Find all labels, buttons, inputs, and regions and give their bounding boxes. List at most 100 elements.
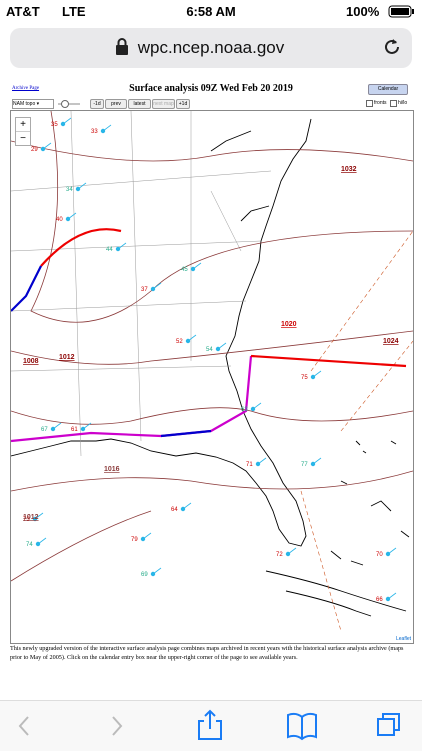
opacity-slider[interactable] bbox=[56, 99, 82, 109]
bookmarks-button[interactable] bbox=[287, 712, 317, 741]
pressure-label: 1008 bbox=[23, 358, 39, 365]
wind-barb bbox=[152, 567, 162, 575]
wind-barb bbox=[62, 117, 72, 125]
pressure-label: 1016 bbox=[104, 466, 120, 473]
battery-icon bbox=[388, 5, 414, 18]
wind-barb bbox=[252, 402, 262, 410]
map-labels: 1032 1012 1020 1024 1008 1016 1012 bbox=[23, 166, 399, 521]
archive-link[interactable]: Archive Page bbox=[12, 86, 40, 91]
nav-button[interactable]: latest bbox=[128, 99, 151, 109]
status-bar: AT&T LTE 6:58 AM 100% bbox=[0, 0, 422, 24]
map[interactable]: 35 33 29 34 40 44 37 45 52 54 61 67 63 71 75 77 73 79 74 72… bbox=[10, 110, 414, 644]
back-button[interactable] bbox=[18, 716, 29, 736]
checkbox-label: fronts bbox=[374, 100, 387, 106]
station-label: 74 bbox=[26, 542, 33, 548]
station-label: 63 bbox=[241, 407, 248, 413]
zoom-control: + − bbox=[15, 117, 31, 146]
network: LTE bbox=[62, 4, 86, 19]
wind-barb bbox=[82, 422, 92, 430]
station-label: 54 bbox=[206, 347, 213, 353]
battery-level: 100% bbox=[346, 4, 380, 19]
station-label: 69 bbox=[141, 572, 148, 578]
station-label: 75 bbox=[301, 375, 308, 381]
station-label: 35 bbox=[51, 122, 58, 128]
station-label: 45 bbox=[181, 267, 188, 273]
wind-barb bbox=[312, 457, 322, 465]
pressure-label: 1024 bbox=[383, 338, 399, 345]
station-label: 77 bbox=[301, 462, 308, 468]
wind-barb bbox=[387, 547, 397, 555]
map-select[interactable]: NAM topo ▾ bbox=[12, 99, 54, 109]
station-label: 33 bbox=[91, 129, 98, 135]
station-label: 29 bbox=[31, 147, 38, 153]
nav-button[interactable]: +1d bbox=[176, 99, 190, 109]
nav-button[interactable]: -1d bbox=[90, 99, 104, 109]
station-label: 67 bbox=[41, 427, 48, 433]
coastlines bbox=[10, 118, 410, 617]
station-label: 66 bbox=[376, 597, 383, 603]
pressure-label: 1020 bbox=[281, 321, 297, 328]
troughs bbox=[300, 230, 414, 632]
station-label: 71 bbox=[246, 462, 253, 468]
checkbox[interactable] bbox=[366, 100, 373, 107]
wind-barb bbox=[102, 124, 112, 132]
footer-text: This newly upgraded version of the inter… bbox=[10, 645, 404, 661]
station-label: 70 bbox=[376, 552, 383, 558]
wind-barb bbox=[217, 342, 227, 350]
zoom-in[interactable]: + bbox=[16, 118, 30, 132]
wind-barb bbox=[52, 422, 62, 430]
forward-button[interactable] bbox=[112, 716, 123, 736]
lock-icon bbox=[116, 38, 128, 55]
station-label: 79 bbox=[131, 537, 138, 543]
wind-barb bbox=[142, 532, 152, 540]
wind-barb bbox=[37, 537, 47, 545]
station-label: 34 bbox=[66, 187, 73, 193]
carrier: AT&T bbox=[6, 4, 40, 19]
station-label: 72 bbox=[276, 552, 283, 558]
clock: 6:58 AM bbox=[186, 4, 236, 19]
station-label: 52 bbox=[176, 339, 183, 345]
map-select-value: NAM topo bbox=[13, 101, 36, 107]
wind-barb bbox=[77, 182, 87, 190]
tabs-button[interactable] bbox=[377, 713, 400, 736]
wind-barb bbox=[187, 334, 197, 342]
pressure-label: 1012 bbox=[59, 354, 75, 361]
isobars bbox=[10, 110, 414, 582]
map-background bbox=[11, 111, 413, 643]
wind-barb bbox=[152, 282, 162, 290]
state-borders bbox=[10, 110, 272, 457]
checkbox-label: hi/lo bbox=[398, 100, 408, 106]
nav-button[interactable]: next map bbox=[152, 99, 175, 109]
map-title: Surface analysis 09Z Wed Feb 20 2019 bbox=[129, 83, 293, 94]
station-label: 40 bbox=[56, 217, 63, 223]
station-plots: 35 33 29 34 40 44 37 45 52 54 61 67 63 71 75 77 73 79 74 72… bbox=[23, 117, 397, 603]
url[interactable]: wpc.ncep.noaa.gov bbox=[137, 38, 285, 57]
browser-toolbar bbox=[0, 700, 422, 751]
reload-button[interactable] bbox=[382, 37, 402, 57]
wind-barb bbox=[387, 592, 397, 600]
attribution[interactable]: Leaflet bbox=[395, 636, 411, 642]
share-button[interactable] bbox=[198, 709, 222, 740]
wind-barb bbox=[67, 212, 77, 220]
address-bar[interactable] bbox=[10, 28, 412, 68]
wind-barb bbox=[42, 142, 52, 150]
wind-barb bbox=[117, 242, 127, 250]
station-label: 37 bbox=[141, 287, 148, 293]
pressure-label: 1032 bbox=[341, 166, 357, 173]
wind-barb bbox=[192, 262, 202, 270]
wind-barb bbox=[312, 370, 322, 378]
nav-button[interactable]: prev map bbox=[105, 99, 127, 115]
wind-barb bbox=[182, 502, 192, 510]
checkbox[interactable] bbox=[390, 100, 397, 107]
station-label: 44 bbox=[106, 247, 113, 253]
station-label: 61 bbox=[71, 427, 78, 433]
zoom-out[interactable]: − bbox=[20, 133, 26, 144]
wind-barb bbox=[34, 512, 44, 520]
pressure-label: 1012 bbox=[23, 514, 39, 521]
calendar-button[interactable]: Calendar bbox=[368, 84, 408, 95]
wind-barb bbox=[257, 457, 267, 465]
toolbar-icons bbox=[18, 709, 400, 741]
station-label: 73 bbox=[23, 517, 30, 523]
map-canvas: 35 33 29 34 40 44 37 45 52 54 61 67 63 71 75 77 73 79 74 72… bbox=[10, 110, 414, 643]
